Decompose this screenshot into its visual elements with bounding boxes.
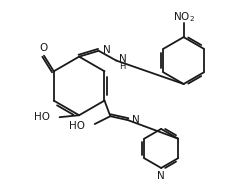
Text: HO: HO [69,121,85,131]
Text: H: H [119,62,125,71]
Text: NO$_2$: NO$_2$ [173,10,195,24]
Text: N: N [157,171,165,181]
Text: HO: HO [34,112,50,122]
Text: N: N [119,54,127,64]
Text: N: N [103,45,110,55]
Text: N: N [132,115,140,125]
Text: O: O [40,43,48,53]
